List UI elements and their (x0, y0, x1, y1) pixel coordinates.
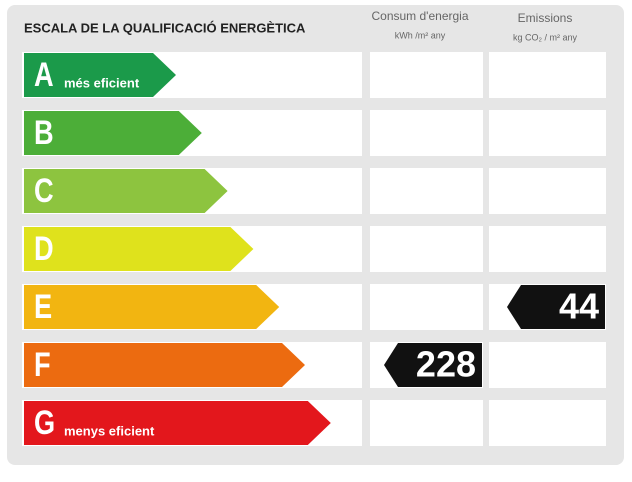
rating-letter: E (34, 287, 52, 326)
rating-label: menys eficient (64, 423, 155, 438)
value-cell (489, 342, 606, 388)
rating-letter: G (34, 403, 55, 442)
column-unit: kg CO₂ / m² any (513, 32, 578, 42)
value-cell (489, 168, 606, 214)
rating-letter: D (34, 229, 54, 268)
rating-arrow (24, 169, 228, 213)
value-cell (370, 110, 483, 156)
rating-letter: B (34, 113, 54, 152)
rating-arrow (24, 401, 331, 445)
value-cell (489, 52, 606, 98)
rating-letter: A (34, 55, 54, 94)
rating-arrow (24, 285, 280, 329)
rating-arrow (24, 53, 176, 97)
value-cell (370, 168, 483, 214)
column-title: Consum d'energia (371, 9, 468, 23)
value-cell (489, 110, 606, 156)
value-cell (370, 284, 483, 330)
rating-arrow (24, 227, 254, 271)
rating-arrow (24, 111, 202, 155)
result-arrow (384, 343, 482, 387)
column-unit: kWh /m² any (395, 30, 446, 40)
rating-letter: F (34, 345, 51, 384)
value-cell (370, 52, 483, 98)
result-value: 44 (559, 286, 599, 327)
column-title: Emissions (518, 11, 573, 25)
value-cell (489, 400, 606, 446)
result-arrow (507, 285, 605, 329)
rating-label: més eficient (64, 75, 140, 90)
result-value: 228 (416, 344, 476, 385)
value-cell (370, 226, 483, 272)
title: ESCALA DE LA QUALIFICACIÓ ENERGÈTICA (24, 20, 306, 35)
value-cell (489, 226, 606, 272)
rating-arrow (24, 343, 305, 387)
rating-letter: C (34, 171, 54, 210)
value-cell (370, 400, 483, 446)
